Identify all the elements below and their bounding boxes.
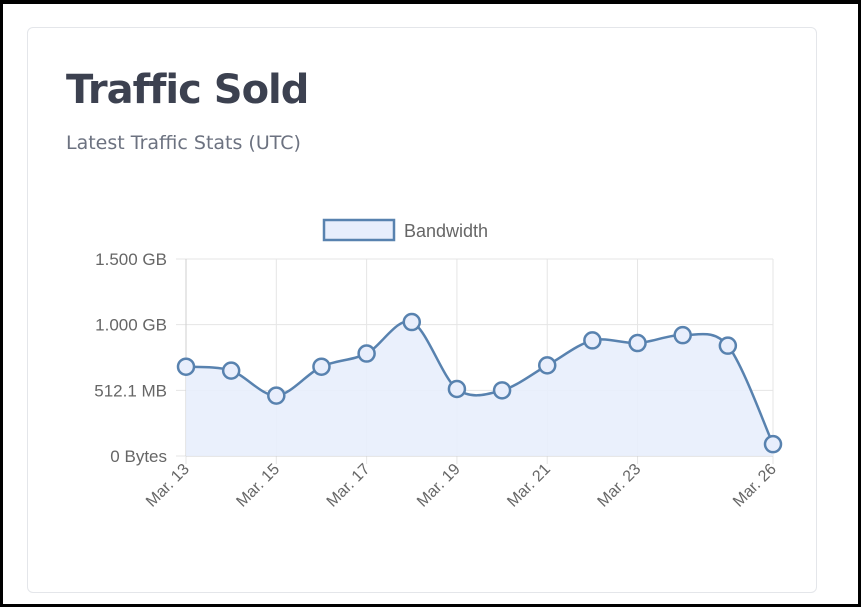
x-tick-label: Mar. 21 [504, 461, 554, 511]
data-point [357, 344, 376, 363]
data-point [176, 357, 196, 376]
data-point [537, 356, 557, 375]
x-tick-label: Mar. 26 [730, 461, 780, 511]
data-point [402, 312, 422, 332]
y-tick-label: 0 Bytes [110, 447, 167, 466]
card-title: Traffic Sold [66, 67, 309, 113]
traffic-card: Traffic Sold Latest Traffic Stats (UTC) [27, 27, 817, 593]
y-tick-label: 1.500 GB [95, 250, 167, 269]
data-point [673, 325, 692, 345]
data-point [312, 357, 331, 376]
y-tick-label: 1.000 GB [95, 316, 167, 335]
x-tick-label: Mar. 23 [595, 461, 645, 511]
x-tick-label: Mar. 15 [233, 461, 283, 511]
y-tick-label: 512.1 MB [94, 381, 167, 400]
data-point [628, 333, 647, 353]
series-area-bandwidth [186, 321, 773, 456]
x-tick-label: Mar. 17 [324, 461, 374, 511]
legend-swatch [322, 218, 396, 242]
data-point [267, 386, 286, 405]
x-tick-label: Mar. 13 [143, 461, 193, 511]
legend-label: Bandwidth [404, 221, 488, 241]
data-point [492, 381, 512, 400]
x-tick-label: Mar. 19 [414, 461, 464, 511]
data-point [583, 331, 602, 350]
data-point [718, 336, 738, 355]
data-point [447, 379, 467, 399]
card-subtitle: Latest Traffic Stats (UTC) [66, 132, 301, 154]
data-point [221, 361, 241, 380]
data-point [763, 434, 783, 454]
